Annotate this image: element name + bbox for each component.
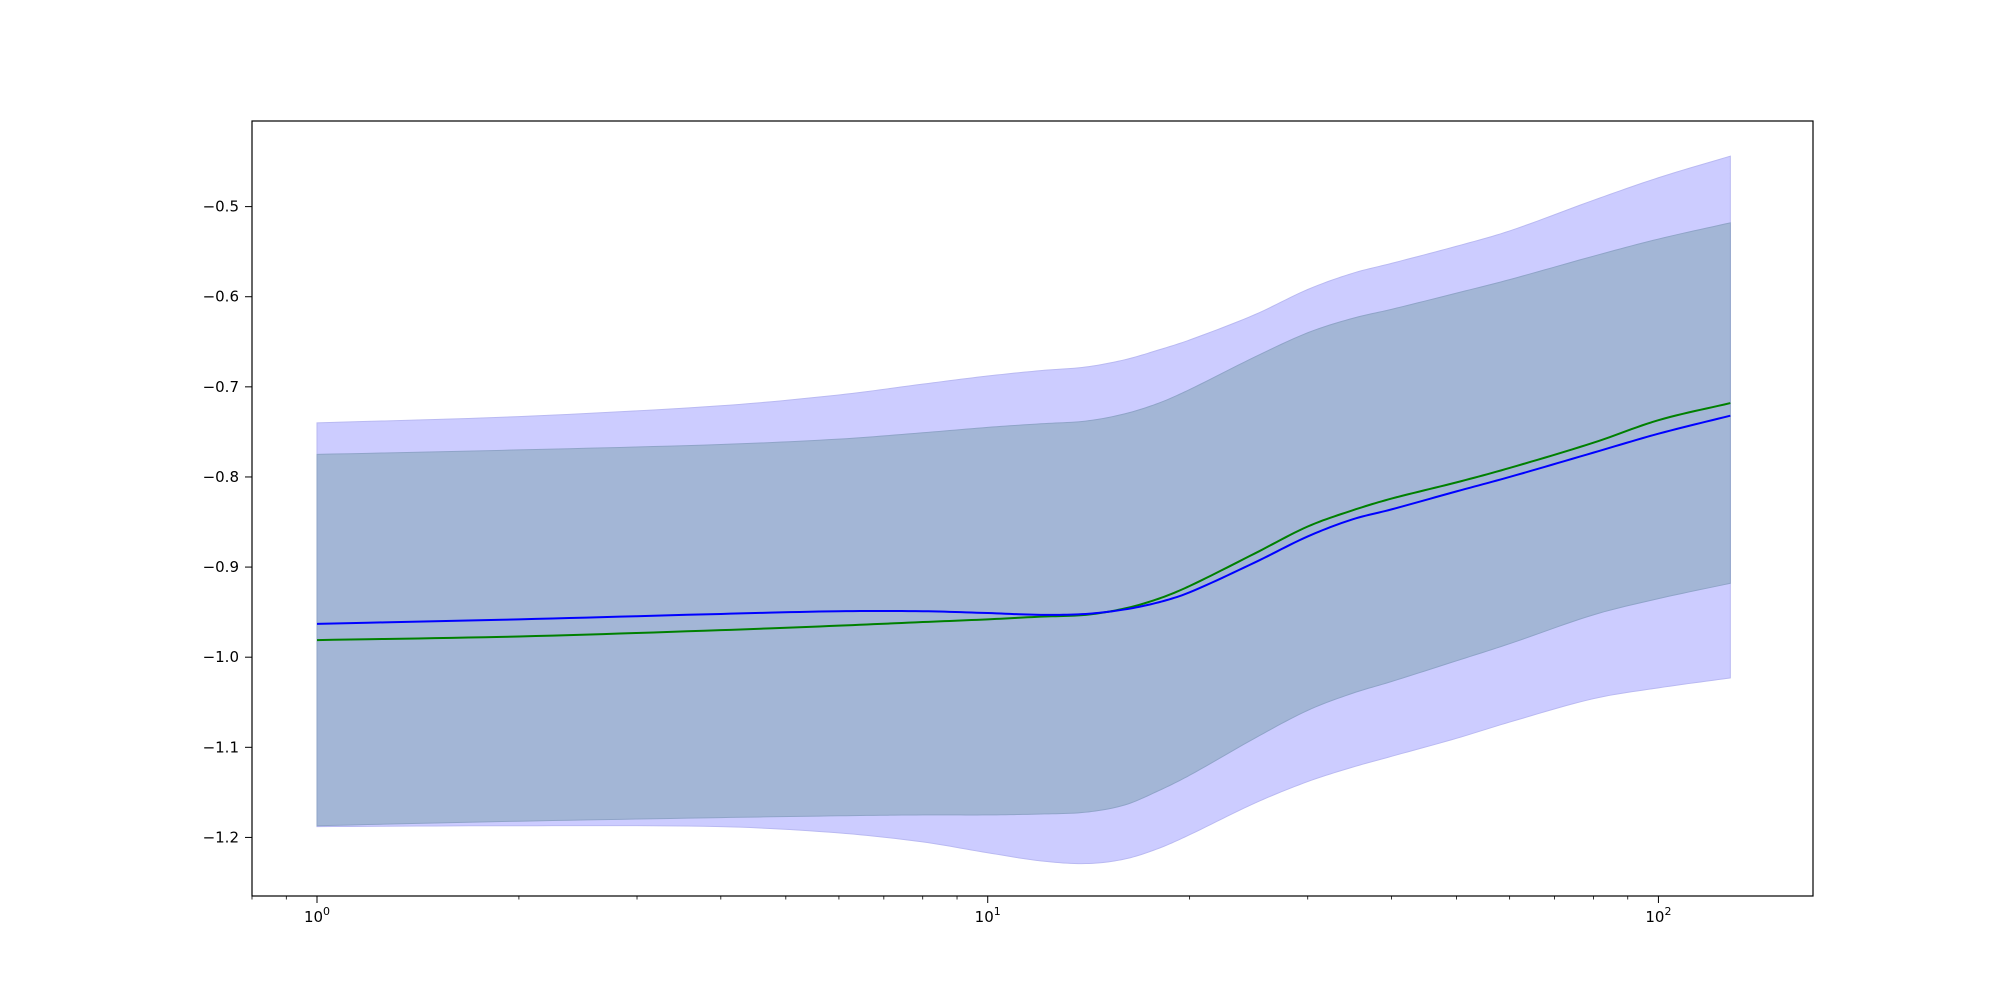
plot-frame [251,120,1814,897]
y-axis: −0.5 −0.6 −0.7 −0.8 −0.9 −1.0 −1.1 −1.2 [203,198,252,846]
y-tick-label: −1.1 [203,738,239,756]
y-tick-label: −0.7 [203,378,239,396]
series-line-1 [316,402,1731,642]
confidence-band-2 [316,222,1731,827]
y-tick-label: −0.9 [203,558,239,576]
y-tick-label: −1.2 [203,828,239,846]
x-tick-label: 100 [304,905,330,926]
series-lines [316,402,1731,642]
confidence-bands [316,155,1731,865]
y-tick-label: −0.5 [203,198,239,216]
x-axis: 100 101 102 [251,896,1671,926]
y-tick-label: −0.6 [203,288,239,306]
series-line-2 [316,414,1731,625]
y-tick-label: −1.0 [203,648,239,666]
y-tick-label: −0.8 [203,468,239,486]
x-tick-label: 102 [1645,905,1671,926]
x-tick-label: 101 [975,905,1001,926]
